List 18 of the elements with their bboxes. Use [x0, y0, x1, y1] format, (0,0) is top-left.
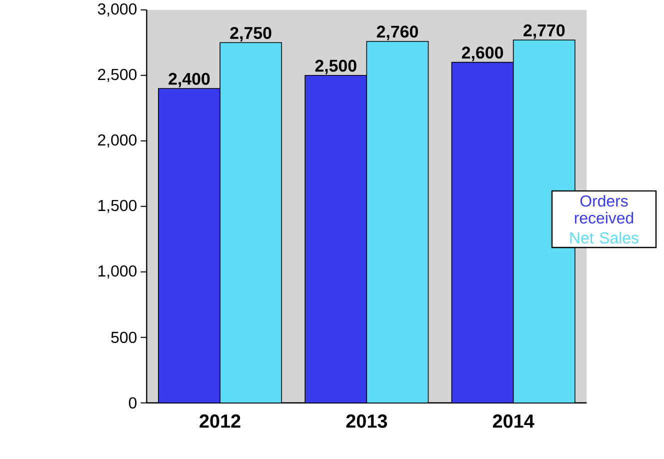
- data-label: 2,750: [230, 26, 272, 42]
- data-label: 2,600: [462, 46, 504, 61]
- data-label: 2,400: [168, 72, 210, 88]
- y-tick-label: 2,500: [98, 68, 137, 82]
- y-tick-label: 500: [111, 332, 137, 343]
- series-label: Net Sales: [570, 232, 638, 244]
- x-tick-label: 2014: [492, 414, 534, 428]
- data-label: 2,500: [315, 60, 356, 74]
- x-tick-label: 2013: [346, 414, 388, 428]
- x-tick-label: 2012: [200, 414, 240, 428]
- y-tick-label: 3,000: [98, 3, 137, 16]
- y-tick-label: 1,500: [98, 200, 137, 213]
- data-label: 2,760: [376, 26, 418, 40]
- y-tick-label: 1,000: [98, 265, 137, 278]
- data-label: 2,770: [524, 24, 565, 39]
- text: Orders received: [574, 194, 634, 224]
- y-tick-label: 2,000: [98, 134, 137, 148]
- y-tick-label: 0: [128, 397, 137, 408]
